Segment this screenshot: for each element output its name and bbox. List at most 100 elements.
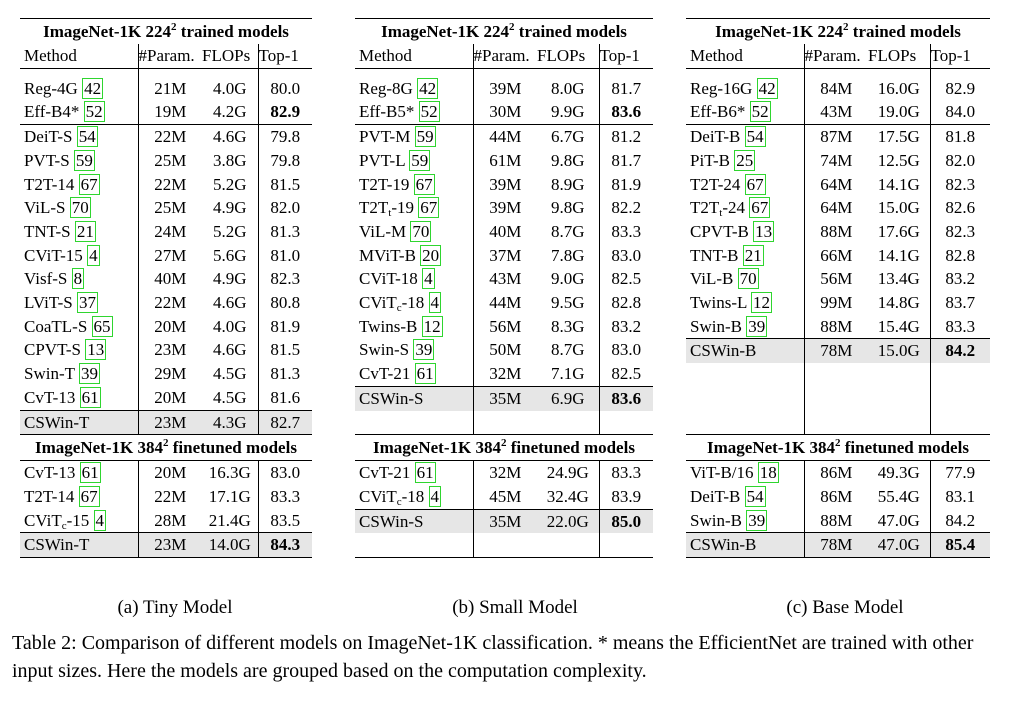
citation-number[interactable]: 52	[85, 102, 103, 122]
citation-number[interactable]: 18	[759, 463, 777, 483]
citation-link[interactable]: 4	[93, 509, 107, 531]
citation-number[interactable]: 12	[423, 316, 441, 336]
citation-link[interactable]: 13	[753, 220, 775, 242]
method-name: Eff-B4*	[24, 102, 80, 122]
citation-link[interactable]: 21	[74, 220, 96, 242]
citation-link[interactable]: 12	[421, 315, 443, 337]
citation-link[interactable]: 70	[737, 268, 759, 290]
citation-link[interactable]: 52	[83, 101, 105, 123]
citation-link[interactable]: 59	[409, 149, 431, 171]
citation-link[interactable]: 67	[418, 197, 440, 219]
citation-link[interactable]: 13	[85, 339, 107, 361]
citation-number[interactable]: 12	[752, 293, 770, 313]
citation-link[interactable]: 67	[744, 173, 766, 195]
citation-number[interactable]: 67	[746, 174, 764, 194]
citation-link[interactable]: 67	[78, 173, 100, 195]
citation-link[interactable]: 61	[414, 462, 436, 484]
method-name: CViT	[359, 486, 397, 506]
citation-number[interactable]: 67	[80, 174, 98, 194]
citation-link[interactable]: 67	[413, 173, 435, 195]
citation-number[interactable]: 52	[751, 102, 769, 122]
citation-number[interactable]: 61	[81, 387, 99, 407]
citation-number[interactable]: 67	[420, 198, 438, 218]
citation-number[interactable]: 4	[95, 510, 105, 530]
citation-link[interactable]: 4	[428, 292, 442, 314]
citation-link[interactable]: 52	[418, 101, 440, 123]
citation-number[interactable]: 70	[412, 221, 430, 241]
citation-link[interactable]: 61	[79, 386, 101, 408]
citation-link[interactable]: 52	[749, 101, 771, 123]
citation-link[interactable]: 4	[428, 485, 442, 507]
citation-number[interactable]: 25	[736, 150, 754, 170]
citation-number[interactable]: 59	[75, 150, 93, 170]
citation-number[interactable]: 70	[71, 198, 89, 218]
citation-link[interactable]: 12	[750, 292, 772, 314]
citation-number[interactable]: 20	[422, 245, 440, 265]
citation-link[interactable]: 42	[417, 77, 439, 99]
citation-number[interactable]: 61	[81, 463, 99, 483]
citation-link[interactable]: 42	[756, 77, 778, 99]
citation-link[interactable]: 61	[79, 462, 101, 484]
citation-number[interactable]: 4	[430, 293, 440, 313]
citation-link[interactable]: 70	[410, 220, 432, 242]
citation-link[interactable]: 65	[91, 315, 113, 337]
citation-number[interactable]: 70	[739, 269, 757, 289]
citation-link[interactable]: 42	[82, 77, 104, 99]
citation-number[interactable]: 54	[746, 486, 764, 506]
citation-number[interactable]: 61	[416, 364, 434, 384]
citation-link[interactable]: 54	[744, 485, 766, 507]
citation-link[interactable]: 54	[76, 126, 98, 148]
citation-number[interactable]: 61	[416, 463, 434, 483]
citation-number[interactable]: 21	[76, 221, 94, 241]
citation-link[interactable]: 25	[734, 149, 756, 171]
citation-link[interactable]: 59	[414, 126, 436, 148]
method-cell: DeiT-B 54	[686, 484, 805, 509]
citation-link[interactable]: 54	[744, 126, 766, 148]
citation-number[interactable]: 8	[73, 269, 83, 289]
citation-link[interactable]: 70	[69, 197, 91, 219]
citation-link[interactable]: 4	[87, 244, 100, 266]
citation-link[interactable]: 61	[414, 363, 436, 385]
citation-link[interactable]: 18	[757, 462, 779, 484]
citation-link[interactable]: 39	[746, 509, 768, 531]
citation-number[interactable]: 39	[415, 340, 433, 360]
citation-number[interactable]: 67	[415, 174, 433, 194]
citation-number[interactable]: 39	[80, 364, 98, 384]
citation-number[interactable]: 67	[751, 198, 769, 218]
citation-link[interactable]: 21	[742, 244, 764, 266]
citation-number[interactable]: 39	[748, 316, 766, 336]
citation-link[interactable]: 67	[749, 197, 771, 219]
citation-number[interactable]: 37	[79, 293, 96, 313]
citation-number[interactable]: 4	[89, 245, 98, 265]
citation-number[interactable]: 13	[755, 221, 773, 241]
flops-cell: 9.0G	[537, 267, 600, 292]
citation-number[interactable]: 54	[78, 127, 96, 147]
citation-link[interactable]: 67	[78, 485, 100, 507]
citation-number[interactable]: 65	[93, 316, 111, 336]
flops-cell: 14.0G	[202, 532, 259, 559]
flops-cell: 8.7G	[537, 338, 600, 363]
citation-number[interactable]: 59	[416, 127, 434, 147]
citation-link[interactable]: 39	[746, 315, 768, 337]
citation-link[interactable]: 39	[78, 363, 100, 385]
citation-number[interactable]: 21	[744, 245, 762, 265]
citation-number[interactable]: 42	[758, 78, 776, 98]
header-param: #Param.	[804, 44, 868, 69]
citation-link[interactable]: 8	[71, 268, 85, 290]
citation-number[interactable]: 42	[84, 78, 102, 98]
citation-link[interactable]: 20	[420, 244, 442, 266]
citation-number[interactable]: 67	[80, 486, 98, 506]
table-row: ViT-B/16 18 86M 49.3G 77.9	[686, 460, 990, 485]
citation-number[interactable]: 4	[424, 269, 433, 289]
citation-number[interactable]: 39	[748, 510, 766, 530]
citation-number[interactable]: 13	[87, 340, 105, 360]
citation-number[interactable]: 54	[746, 127, 764, 147]
citation-number[interactable]: 52	[420, 102, 438, 122]
citation-link[interactable]: 4	[422, 268, 435, 290]
citation-link[interactable]: 59	[73, 149, 95, 171]
citation-link[interactable]: 37	[77, 292, 98, 314]
citation-link[interactable]: 39	[413, 339, 435, 361]
citation-number[interactable]: 4	[430, 486, 440, 506]
citation-number[interactable]: 42	[419, 78, 437, 98]
citation-number[interactable]: 59	[411, 150, 429, 170]
